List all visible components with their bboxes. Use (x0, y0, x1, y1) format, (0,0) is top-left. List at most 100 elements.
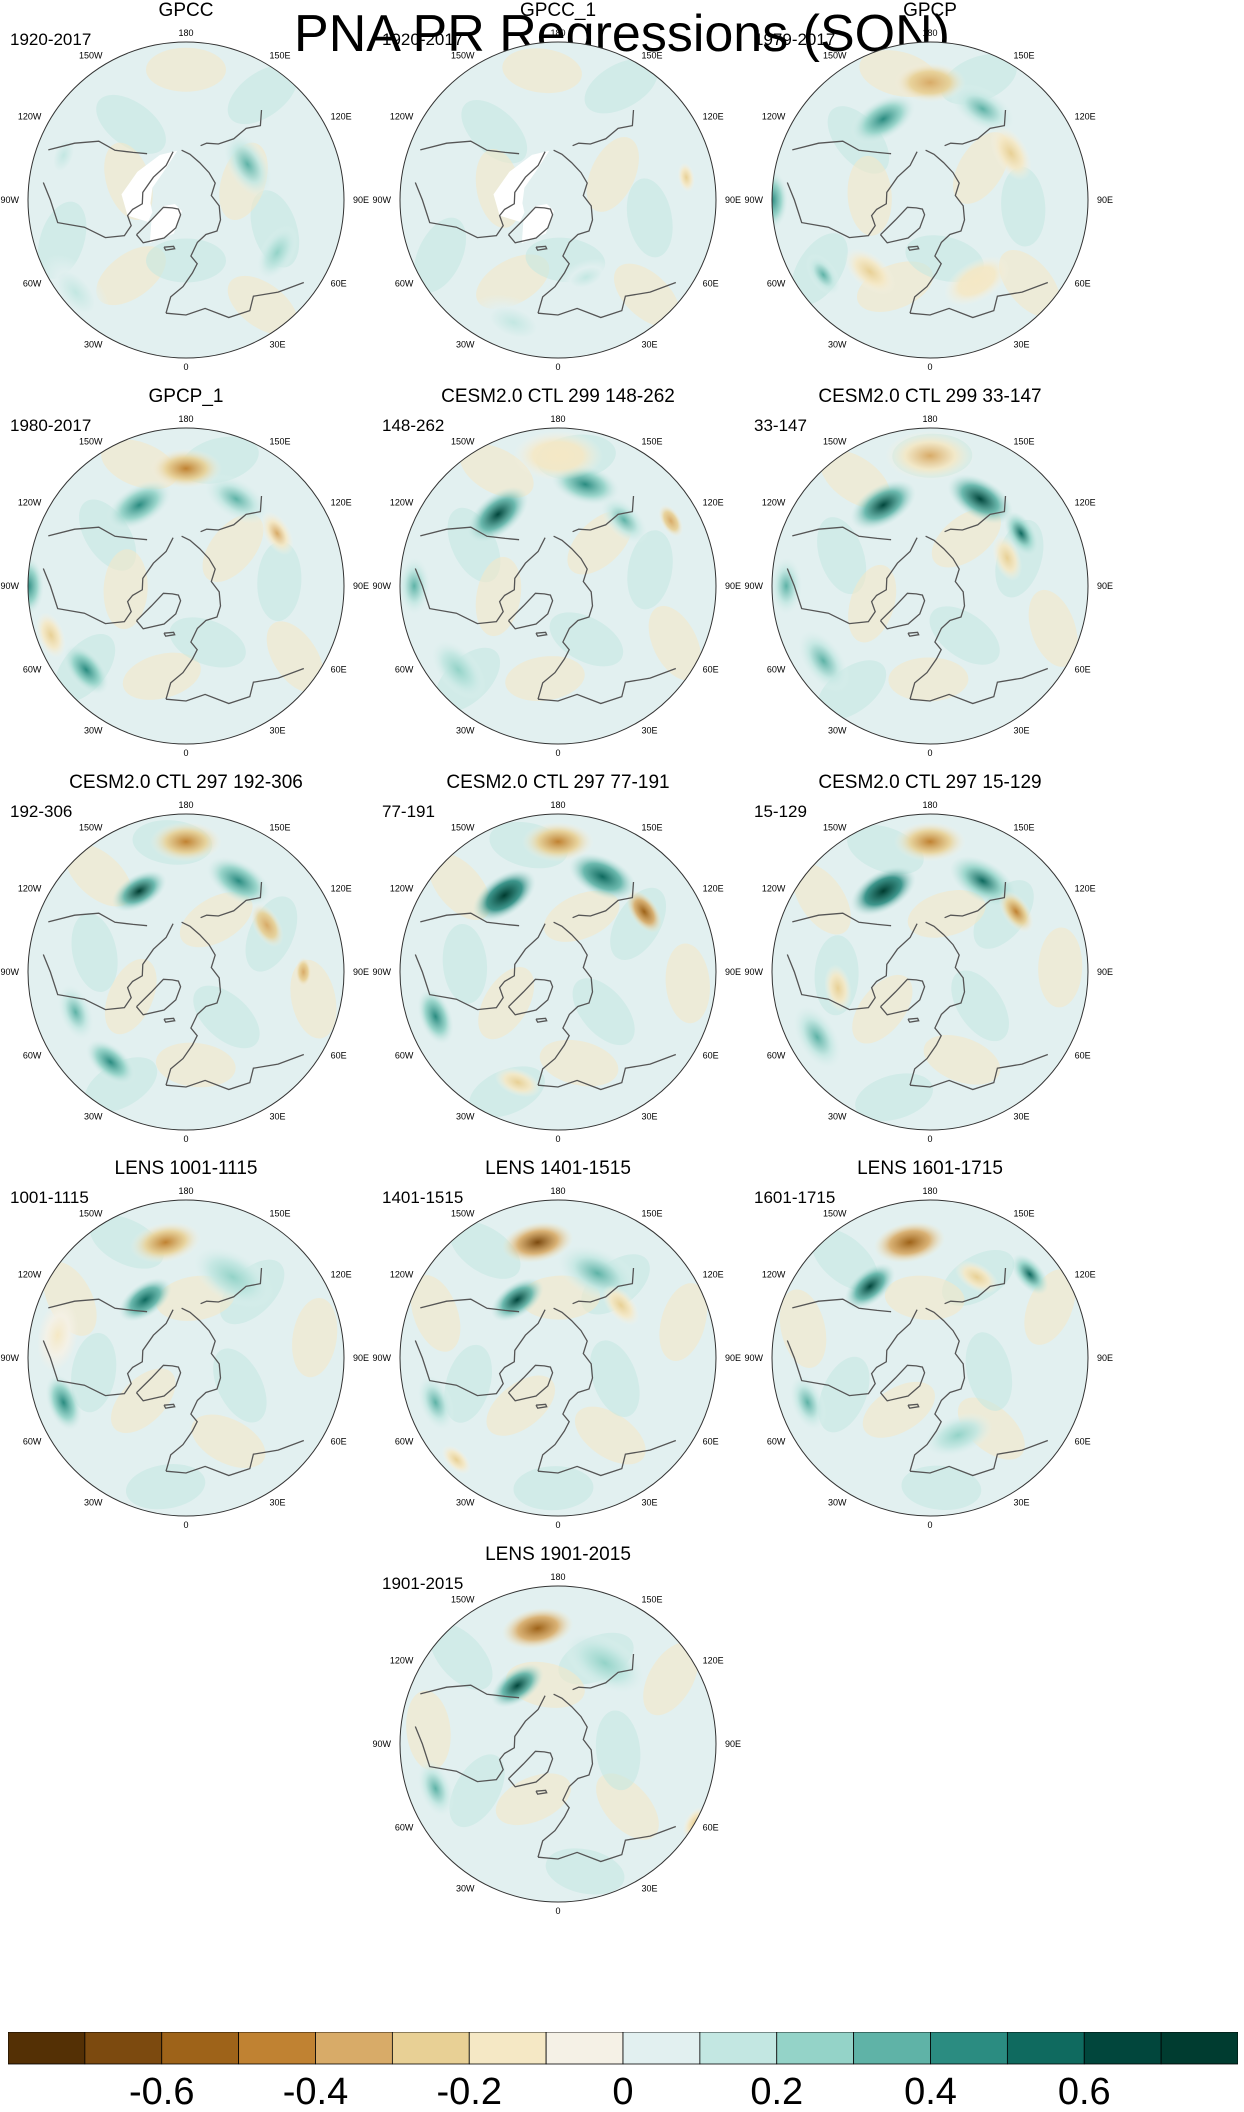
longitude-label: 120W (762, 1270, 786, 1280)
coastline (414, 151, 546, 239)
colorbar-swatch (853, 2032, 931, 2065)
colorbar-swatch (84, 2032, 163, 2065)
longitude-label: 150E (642, 822, 663, 832)
coastline (135, 592, 182, 630)
map-panel: LENS 1601-1715 180 150E 120E 90E 60E 30E 0 30W 60… (744, 1158, 1116, 1538)
longitude-label: 120E (331, 498, 352, 508)
field-texture (818, 1356, 870, 1433)
field-texture (584, 58, 658, 114)
coastline (944, 1267, 1007, 1305)
regression-anomaly (222, 131, 273, 198)
panel-title: CESM2.0 CTL 297 77-191 (446, 772, 670, 793)
regression-anomaly (44, 126, 83, 185)
coastline (792, 526, 892, 541)
longitude-label: 150W (451, 1594, 475, 1604)
longitude-label: 60W (395, 665, 414, 675)
regression-anomaly (602, 1284, 640, 1326)
regression-anomaly (792, 1004, 843, 1070)
longitude-label: 30E (1014, 340, 1030, 350)
coastline (944, 881, 1007, 919)
regression-anomaly (256, 225, 298, 280)
longitude-label: 120E (703, 1270, 724, 1280)
field-texture (125, 1464, 206, 1510)
regression-anomaly (35, 612, 66, 659)
regression-anomaly (893, 62, 967, 103)
regression-anomaly (943, 256, 1010, 306)
coastline (420, 140, 520, 155)
longitude-label: 30W (456, 1498, 475, 1508)
field-texture (146, 47, 226, 92)
longitude-label: 60E (703, 1823, 719, 1833)
panel-period: 33-147 (754, 416, 807, 435)
regression-anomaly (63, 644, 110, 696)
longitude-label: 90W (744, 967, 763, 977)
coastline (944, 109, 1007, 147)
regression-anomaly (658, 504, 684, 538)
colorbar-swatch (391, 2032, 470, 2065)
coastline (537, 921, 594, 1086)
longitude-label: 150E (270, 50, 291, 60)
longitude-label: 120E (1075, 1270, 1096, 1280)
field-texture (213, 1348, 267, 1423)
coastline (792, 912, 892, 927)
coastline (537, 667, 677, 705)
map-boundary (771, 427, 1089, 745)
coastline (535, 245, 548, 251)
coastline (165, 535, 222, 700)
field-texture (543, 890, 620, 942)
colorbar-tick-label: -0.6 (129, 2071, 194, 2112)
panel-title: GPCC (158, 0, 214, 21)
coastline (507, 1750, 554, 1788)
coastline (786, 151, 918, 239)
field-texture (442, 923, 488, 1004)
longitude-label: 30W (828, 726, 847, 736)
field-texture (449, 1221, 521, 1279)
longitude-label: 90W (0, 1353, 19, 1363)
colorbar-swatch (1006, 2032, 1085, 2065)
regression-anomaly (796, 629, 850, 693)
field-texture (929, 606, 1000, 665)
field-texture (595, 1710, 641, 1791)
longitude-label: 150E (1014, 822, 1035, 832)
field-texture (574, 1406, 646, 1465)
regression-anomaly (416, 1759, 455, 1818)
coastline (165, 1307, 222, 1472)
regression-anomaly (998, 890, 1034, 933)
longitude-label: 0 (183, 1134, 188, 1144)
longitude-label: 150W (823, 50, 847, 60)
coastline (420, 912, 520, 927)
longitude-label: 60E (1075, 665, 1091, 675)
field-texture (429, 1623, 493, 1690)
longitude-label: 120E (1075, 884, 1096, 894)
longitude-label: 120W (390, 112, 414, 122)
panel-title: LENS 1901-2015 (485, 1544, 631, 1565)
longitude-label: 60E (703, 279, 719, 289)
panel-title: CESM2.0 CTL 297 15-129 (818, 772, 1042, 793)
coastline (572, 881, 635, 919)
coastline (165, 149, 222, 314)
longitude-label: 30W (828, 340, 847, 350)
field-texture (999, 249, 1061, 318)
longitude-label: 150E (1014, 50, 1035, 60)
longitude-label: 120W (390, 884, 414, 894)
map-boundary (27, 41, 345, 359)
coastline (537, 149, 594, 314)
map-panel: LENS 1401-1515 180 150E 120E 90E 60E 30E 0 30W 60… (372, 1158, 744, 1538)
regression-anomaly (205, 855, 272, 906)
field-texture (155, 1042, 236, 1088)
longitude-label: 120E (331, 884, 352, 894)
longitude-label: 0 (183, 1520, 188, 1530)
longitude-label: 30E (1014, 1112, 1030, 1122)
longitude-label: 120E (703, 112, 724, 122)
field-texture (449, 1754, 505, 1828)
colorbar-swatch (315, 2032, 393, 2065)
coastline (537, 1693, 594, 1858)
colorbar: -0.6 -0.4 -0.2 0 0.2 0.4 0.6 (8, 2032, 1238, 2112)
map-panel: GPCC 180 150E 120E 90E 60E 30E 0 30W 60W 90W 120W 15… (0, 0, 372, 380)
coastline (420, 526, 520, 541)
coastline (163, 631, 176, 637)
longitude-label: 180 (922, 1186, 937, 1196)
coastline (537, 1053, 677, 1091)
polar-map: 180 150E 120E 90E 60E 30E 0 30W 60W 90W 120W 150W (372, 1572, 741, 1916)
longitude-label: 150E (642, 436, 663, 446)
